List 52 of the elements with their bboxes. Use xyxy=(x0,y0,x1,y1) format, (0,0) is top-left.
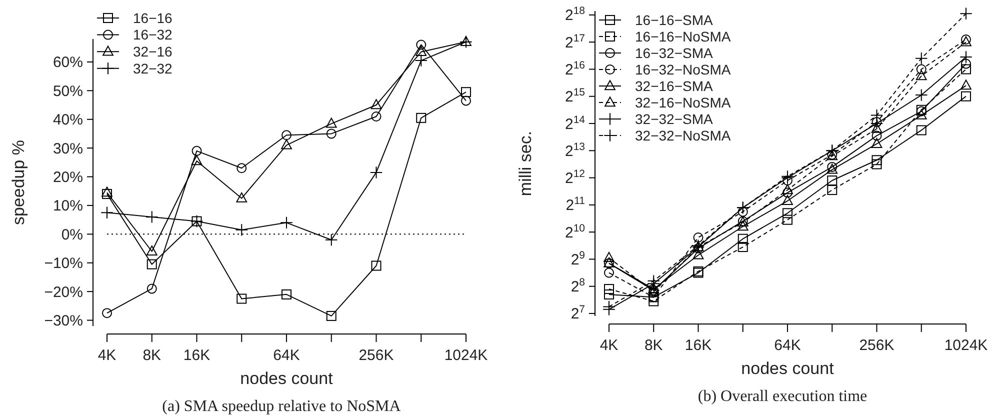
legend-label: 32−16−NoSMA xyxy=(635,94,732,110)
y-tick-label: 2$^{11}$ xyxy=(566,195,586,214)
x-tick-label: 1024K xyxy=(444,347,488,364)
x-tick-label: 256K xyxy=(358,347,394,364)
text: (a) SMA speedup relative to NoSMA xyxy=(162,398,402,415)
y-tick-label: 2$^{9}$ xyxy=(570,249,586,268)
y-tick-label: 2$^{13}$ xyxy=(564,140,586,160)
x-tick-label: 4K xyxy=(98,347,116,364)
y-tick-label: 10% xyxy=(52,198,83,215)
y-axis-title: speedup % xyxy=(9,140,28,226)
legend-label: 32−16 xyxy=(133,44,173,60)
legend-label: 16−32−SMA xyxy=(635,44,714,61)
y-tick-label: 2$^{15}$ xyxy=(564,86,586,106)
x-tick-label: 16K xyxy=(183,347,210,364)
x-tick-label: 16K xyxy=(684,337,712,354)
y-tick-label: 2$^{17}$ xyxy=(564,32,586,52)
y-tick-label: 30% xyxy=(52,140,83,158)
legend-label: 16−16−SMA xyxy=(635,12,714,28)
y-tick-label: 2$^{7}$ xyxy=(570,304,586,323)
legend-label: 16−32−NoSMA xyxy=(635,61,732,78)
y-tick-label: 20% xyxy=(52,169,83,186)
x-tick-label: 64K xyxy=(774,337,801,354)
y-tick-label: −10% xyxy=(44,255,83,272)
x-tick-label: 8K xyxy=(644,337,663,354)
legend-label: 32−32 xyxy=(133,60,173,76)
x-tick-label: 8K xyxy=(142,347,162,364)
x-axis-title: nodes count xyxy=(741,359,834,378)
text: (b) Overall execution time xyxy=(698,388,868,405)
legend-label: 16−32 xyxy=(133,26,173,43)
legend-label: 32−32−SMA xyxy=(635,110,714,127)
legend-label: 16−16−NoSMA xyxy=(635,28,732,44)
x-tick-label: 4K xyxy=(600,337,618,354)
y-tick-label: 2$^{12}$ xyxy=(564,168,586,188)
y-tick-label: 2$^{14}$ xyxy=(564,114,586,133)
x-tick-label: 64K xyxy=(273,347,300,364)
y-tick-label: 2$^{10}$ xyxy=(564,222,586,242)
y-tick-label: 2$^{18}$ xyxy=(564,5,586,24)
x-tick-label: 1024K xyxy=(944,337,988,354)
y-tick-label: 2$^{16}$ xyxy=(564,59,586,78)
legend-label: 32−16−SMA xyxy=(635,78,714,94)
y-tick-label: 40% xyxy=(52,112,83,129)
y-axis-title: milli sec. xyxy=(516,130,535,196)
y-tick-label: 0% xyxy=(61,226,83,244)
legend-label: 32−32−NoSMA xyxy=(635,127,732,144)
y-tick-label: −30% xyxy=(44,312,83,330)
x-tick-label: 256K xyxy=(859,337,894,354)
y-tick-label: 60% xyxy=(52,54,83,72)
y-tick-label: 50% xyxy=(52,82,83,100)
x-axis-title: nodes count xyxy=(240,369,334,388)
y-tick-label: −20% xyxy=(44,284,83,301)
legend-label: 16−16 xyxy=(133,10,173,26)
y-tick-label: 2$^{8}$ xyxy=(570,276,586,296)
